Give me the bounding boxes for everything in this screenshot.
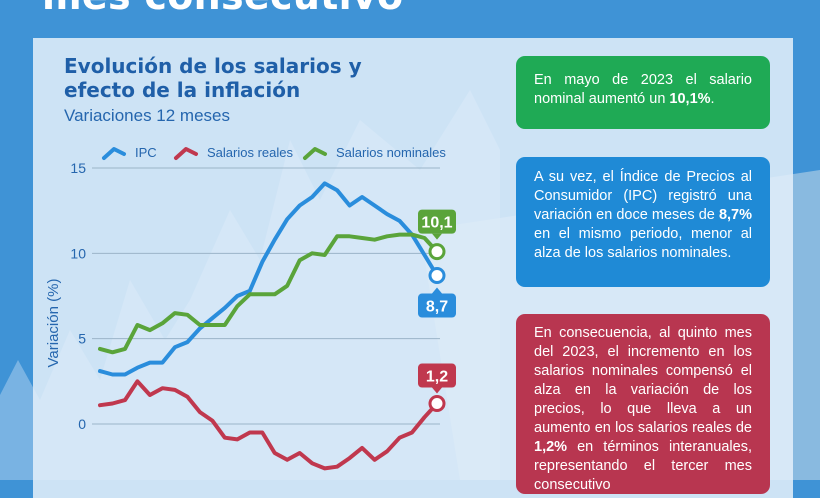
card-text-1: 10,1% <box>669 91 710 107</box>
legend-label-1: Salarios reales <box>207 145 293 160</box>
end-label-0: 8,7 <box>426 299 448 316</box>
legend-swatch-1 <box>176 149 196 158</box>
info-card-blue: A su vez, el Índice de Precios al Consum… <box>516 157 770 287</box>
card-text-1: 1,2% <box>534 439 567 455</box>
legend-swatch-2 <box>305 149 325 158</box>
y-tick-label-5: 5 <box>78 331 86 347</box>
card-text-0: En consecuencia, al quinto mes del 2023,… <box>534 325 752 436</box>
info-card-red: En consecuencia, al quinto mes del 2023,… <box>516 314 770 494</box>
y-tick-label-15: 15 <box>70 160 86 176</box>
end-label-1: 1,2 <box>426 369 448 386</box>
card-text-1: 8,7% <box>719 207 752 223</box>
legend-label-2: Salarios nominales <box>336 145 446 160</box>
y-axis-label: Variación (%) <box>45 279 62 368</box>
end-marker-2 <box>430 245 444 259</box>
series-line-0 <box>100 183 437 374</box>
end-marker-0 <box>430 269 444 283</box>
card-text-2: . <box>711 91 715 107</box>
legend-swatch-0 <box>104 149 124 158</box>
end-label-pointer-1 <box>432 388 442 394</box>
end-label-2: 10,1 <box>421 215 452 232</box>
legend-label-0: IPC <box>135 145 157 160</box>
end-label-pointer-0 <box>432 288 442 294</box>
card-text-0: En mayo de 2023 el salario nominal aumen… <box>534 72 752 107</box>
y-tick-label-10: 10 <box>70 245 86 261</box>
end-label-pointer-2 <box>432 234 442 240</box>
y-tick-label-0: 0 <box>78 416 86 432</box>
card-text-2: en términos interanuales, representando … <box>534 439 752 493</box>
info-card-green: En mayo de 2023 el salario nominal aumen… <box>516 56 770 129</box>
card-text-2: en el mismo periodo, menor al alza de lo… <box>534 226 752 261</box>
series-line-1 <box>100 381 437 468</box>
end-marker-1 <box>430 397 444 411</box>
